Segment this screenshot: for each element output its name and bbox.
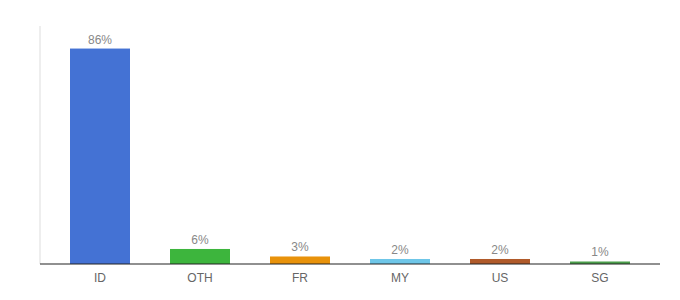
data-label: 6% — [191, 233, 209, 247]
x-tick-label: OTH — [187, 271, 212, 285]
data-label: 1% — [591, 245, 609, 259]
data-label: 86% — [88, 33, 112, 47]
bar — [370, 259, 430, 264]
bars — [70, 49, 630, 264]
bar — [470, 259, 530, 264]
x-axis-line — [40, 263, 660, 264]
data-label: 2% — [491, 243, 509, 257]
y-axis-line — [40, 26, 41, 264]
chart-svg: 86% 6% 3% 2% 2% 1% ID OTH FR MY US SG — [0, 0, 680, 300]
chart-container: 86% 6% 3% 2% 2% 1% ID OTH FR MY US SG — [0, 0, 680, 300]
bar — [270, 256, 330, 264]
x-tick-label: FR — [292, 271, 308, 285]
bar — [70, 49, 130, 264]
x-tick-label: SG — [591, 271, 608, 285]
data-label: 3% — [291, 240, 309, 254]
bar — [170, 249, 230, 264]
data-label: 2% — [391, 243, 409, 257]
x-tick-label: MY — [391, 271, 409, 285]
x-tick-label: US — [492, 271, 509, 285]
x-tick-label: ID — [94, 271, 106, 285]
